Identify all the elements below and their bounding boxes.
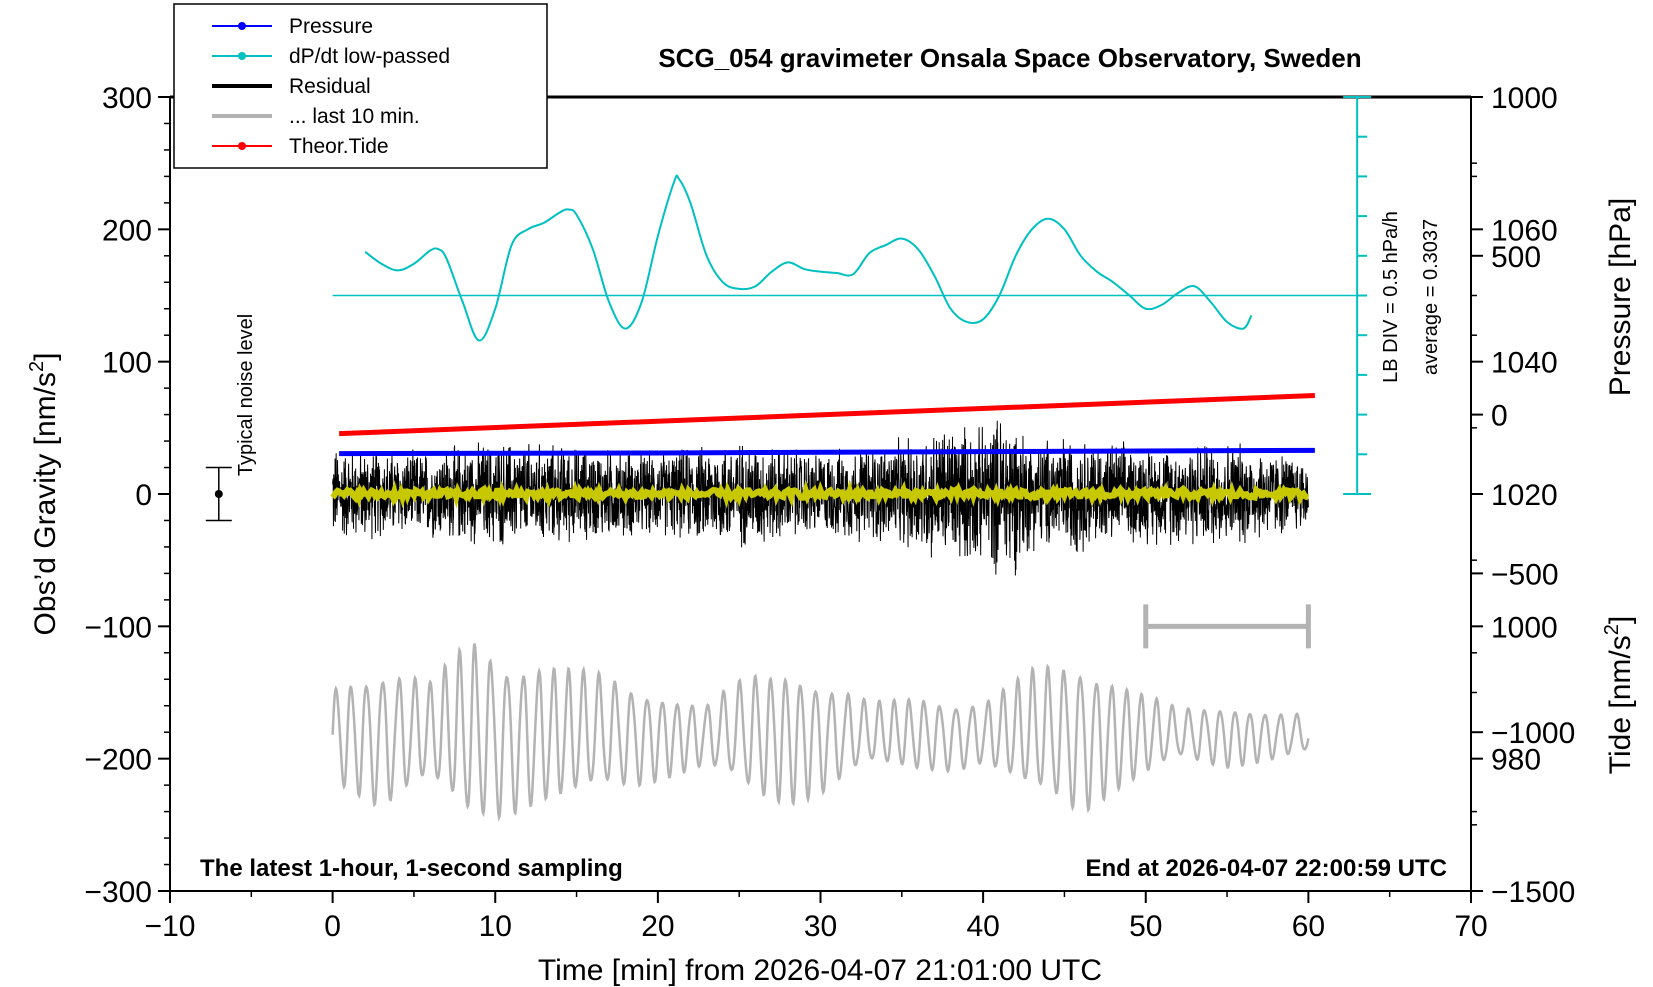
y-right-pressure-title: Pressure [hPa] [1604,198,1637,396]
x-tick-label: 10 [479,910,512,943]
series-residual-smoothed [330,479,1310,509]
y-tide-tick-label: 1000 [1491,82,1558,115]
series-last-10-min [331,643,1310,822]
legend-marker-pressure [238,22,246,30]
x-tick-label: 0 [324,910,341,943]
y-tide-tick-label: −1000 [1491,717,1575,750]
x-tick-label: 30 [804,910,837,943]
y-left-tick-label: −100 [84,611,152,644]
lb-div-label: LB DIV = 0.5 hPa/h [1380,211,1402,383]
chart-title: SCG_054 gravimeter Onsala Space Observat… [658,43,1361,73]
legend-label-dpdt: dP/dt low-passed [289,45,450,68]
y-left-axis-title-end: ] [29,353,62,361]
y-tide-tick-label: 500 [1491,241,1541,274]
y-left-tick-label: 100 [102,347,152,380]
y-pressure-tick-label: 1060 [1491,214,1558,247]
y-tide-tick-label: −500 [1491,558,1559,591]
y-left-axis-title-sup: 2 [26,361,48,372]
x-axis-title: Time [min] from 2026-04-07 21:01:00 UTC [538,954,1102,987]
legend-marker-tide [238,142,246,150]
sampling-note: The latest 1-hour, 1-second sampling [200,855,623,882]
y-right-tide-title: Tide [nm/s2] [1601,616,1637,774]
noise-bar-dot [214,490,223,498]
series-dpdt [364,174,1253,342]
y-tide-tick-label: −1500 [1491,876,1575,909]
y-pressure-tick-label: 1000 [1491,611,1558,644]
y-left-tick-label: 300 [102,82,152,115]
series-layer [205,96,1372,822]
ticks-layer: −10 0 10 20 30 40 50 60 703002001000−100−200−300… [84,82,1575,943]
y-right-tide-title-end: ] [1604,616,1637,624]
y-left-tick-label: 200 [102,214,152,247]
series-theor-tide [339,393,1315,437]
x-tick-label: −10 [145,910,196,943]
y-tide-tick-label: 0 [1491,400,1508,433]
y-left-axis-title-main: Obs’d Gravity [nm/s [29,372,62,635]
legend-label-last10: ... last 10 min. [289,105,420,128]
x-tick-label: 40 [966,910,999,943]
legend-label-pressure: Pressure [289,15,373,38]
y-pressure-tick-label: 1040 [1491,347,1558,380]
x-tick-label: 50 [1129,910,1162,943]
legend: Pressure dP/dt low-passed Residual ... l… [173,3,548,169]
legend-label-tide: Theor.Tide [289,135,389,158]
end-time-note: End at 2026-04-07 22:00:59 UTC [1086,855,1448,882]
y-left-tick-label: 0 [135,479,152,512]
y-left-tick-label: −200 [84,744,152,777]
average-label: average = 0.3037 [1420,219,1442,375]
y-right-tide-title-sup: 2 [1601,624,1623,635]
x-tick-label: 70 [1454,910,1487,943]
legend-label-residual: Residual [289,75,371,98]
y-pressure-tick-label: 1020 [1491,479,1558,512]
y-pressure-tick-label: 980 [1491,744,1541,777]
y-left-tick-label: −300 [84,876,152,909]
y-right-tide-title-main: Tide [nm/s [1604,635,1637,774]
x-tick-label: 20 [641,910,674,943]
legend-marker-dpdt [238,52,246,60]
series-pressure [339,447,1315,457]
y-left-axis-title: Obs’d Gravity [nm/s2] [26,353,62,636]
noise-level-label: Typical noise level [235,314,257,476]
x-tick-label: 60 [1292,910,1325,943]
